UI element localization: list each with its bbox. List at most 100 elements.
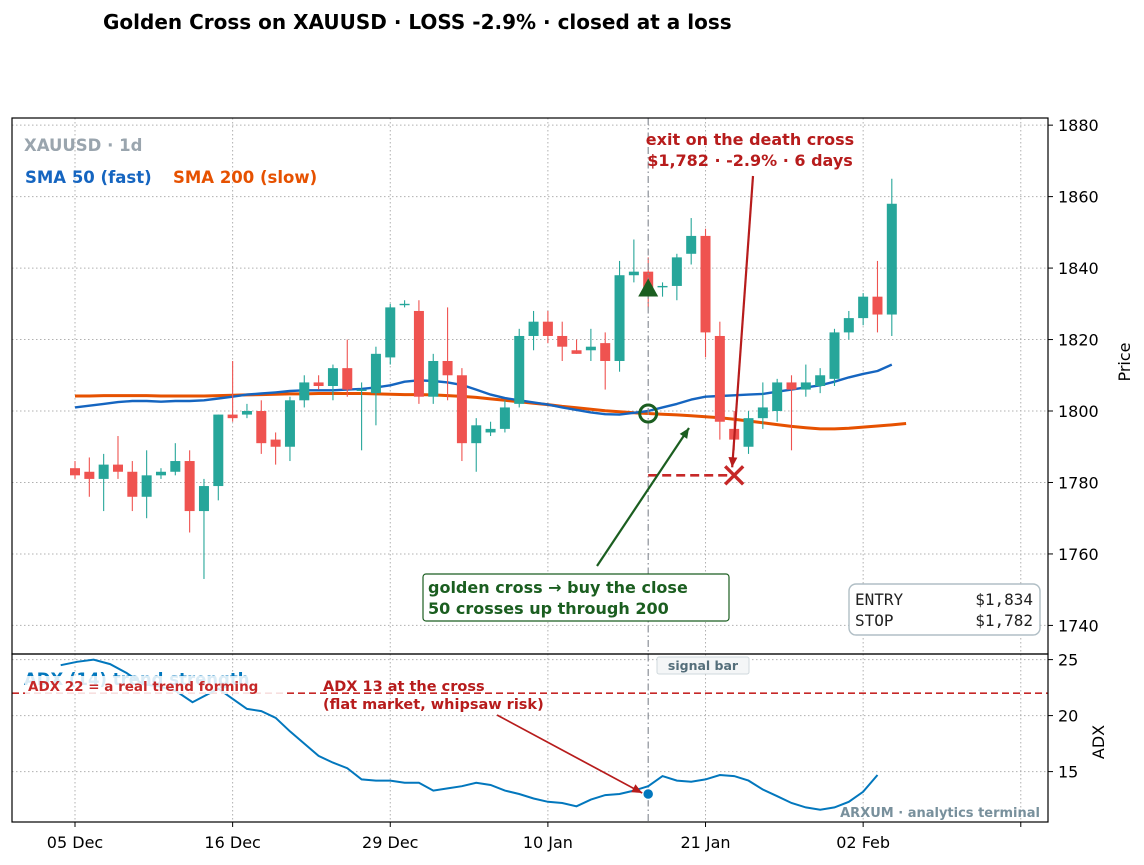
candle (70, 461, 80, 479)
candle-body (241, 411, 252, 415)
candle (757, 382, 768, 429)
price-tick-label: 1760 (1058, 545, 1099, 564)
candle (270, 432, 281, 465)
sma-200-line (75, 392, 907, 431)
candle-body (170, 461, 181, 472)
candle-body (786, 382, 797, 390)
candle (499, 400, 510, 433)
candle-body (671, 257, 682, 286)
candle (399, 300, 410, 308)
entry-marker (638, 278, 659, 297)
exit-annotation-line1: exit on the death cross (646, 130, 854, 149)
adx-tick-label: 25 (1058, 651, 1078, 670)
candle-body (413, 310, 424, 397)
watermark: ARXUM · analytics terminal (840, 806, 1040, 821)
candle-body (98, 464, 109, 479)
adx-tick-label: 15 (1058, 763, 1078, 782)
adx-cross-line2: (flat market, whipsaw risk) (323, 697, 544, 713)
candle-body (141, 475, 152, 497)
price-axis-label: Price (1115, 342, 1134, 381)
sma-50-line (74, 363, 893, 416)
x-tick-label: 21 Jan (680, 833, 730, 852)
candle-body (514, 335, 525, 404)
candle-body (571, 350, 582, 354)
signal-bar-chip (656, 656, 750, 675)
candle (155, 468, 166, 479)
candle-body (342, 368, 353, 390)
candle-body (800, 382, 811, 390)
candle (829, 328, 840, 386)
golden-cross-marker (638, 403, 659, 424)
exit-annotation-line2: $1,782 · -2.9% · 6 days (647, 151, 853, 170)
candle-body (428, 360, 439, 397)
candle (858, 293, 869, 326)
candle (84, 457, 95, 497)
candle (284, 396, 295, 462)
golden-cross-arrow-head (679, 428, 689, 439)
candle-body (70, 468, 80, 476)
adx-threshold-label: ADX 22 = a real trend forming (28, 679, 258, 695)
x-tick-label: 02 Feb (836, 833, 890, 852)
golden-cross-box (422, 573, 730, 622)
candle (843, 310, 854, 340)
candle-body (872, 296, 883, 315)
x-tick-label: 16 Dec (204, 833, 260, 852)
adx-arrow-shaft (496, 714, 643, 794)
exit-arrow-head (728, 456, 738, 468)
adx-cross-point (641, 787, 655, 801)
candle (614, 260, 625, 372)
candle (385, 303, 396, 365)
candle-body (127, 471, 138, 497)
candle (213, 414, 224, 501)
candle-body (628, 271, 639, 276)
candle-body (456, 375, 467, 444)
candle (98, 453, 109, 512)
adx-panel-frame (11, 653, 1049, 823)
price-tick-label: 1860 (1058, 188, 1099, 207)
golden-cross-line2: 50 crosses up through 200 (428, 599, 669, 618)
candle (772, 378, 783, 422)
candle-body (772, 382, 783, 412)
candle-body (743, 418, 754, 447)
candle (241, 403, 252, 419)
adx-axis-label: ADX (1089, 725, 1108, 759)
candle-body (686, 235, 697, 254)
candle-body (112, 464, 123, 472)
chart-title: Golden Cross on XAUUSD · LOSS -2.9% · cl… (103, 10, 732, 34)
candle-body (542, 321, 553, 336)
candle-body (356, 389, 367, 391)
exit-marker (723, 465, 745, 486)
candle-body (213, 414, 224, 487)
candle (428, 353, 439, 404)
candle (872, 260, 883, 333)
candle (141, 450, 152, 519)
candle (198, 478, 209, 579)
golden-cross-arrow (596, 427, 690, 567)
candle (413, 300, 424, 404)
candle (327, 364, 338, 401)
exit-arrow-shaft (731, 175, 755, 468)
candle-body (499, 407, 510, 429)
signal-bar-label: signal bar (668, 658, 739, 673)
adx-tick-label: 20 (1058, 707, 1078, 726)
candle (743, 411, 754, 454)
candle-body (815, 375, 826, 386)
x-tick-label: 29 Dec (362, 833, 418, 852)
price-tick-label: 1740 (1058, 616, 1099, 635)
candle-body (313, 382, 324, 386)
candle (686, 218, 697, 265)
candle (815, 368, 826, 394)
candle-body (471, 425, 482, 444)
candle (170, 443, 181, 476)
candle-body (614, 275, 625, 361)
candle-body (858, 296, 869, 319)
candle-body (399, 303, 410, 306)
candle (112, 436, 123, 479)
adx-arrow-head (631, 784, 643, 793)
candle-body (442, 360, 453, 376)
candle-body (485, 428, 496, 433)
price-tick-label: 1780 (1058, 473, 1099, 492)
price-tick-label: 1840 (1058, 259, 1099, 278)
stop-value: $1,782 (975, 611, 1033, 630)
candle (557, 321, 568, 361)
